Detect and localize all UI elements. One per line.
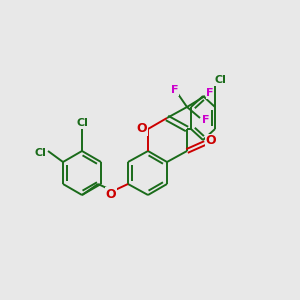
Text: F: F xyxy=(171,85,179,95)
Text: Cl: Cl xyxy=(214,75,226,85)
Text: Cl: Cl xyxy=(34,148,46,158)
Text: O: O xyxy=(137,122,147,136)
Text: O: O xyxy=(106,188,116,200)
Text: F: F xyxy=(206,88,214,98)
Text: F: F xyxy=(202,115,210,125)
Text: Cl: Cl xyxy=(76,118,88,128)
Text: O: O xyxy=(206,134,216,148)
